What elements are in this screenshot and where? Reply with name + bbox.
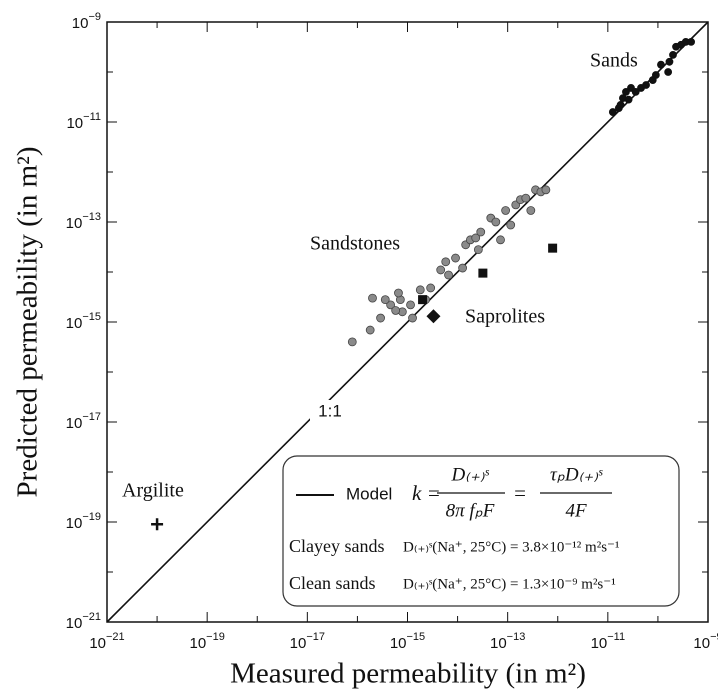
y-tick-label: 10−19	[66, 511, 101, 532]
series-annotation: Sands	[590, 50, 638, 72]
formula-equals: =	[514, 481, 526, 505]
point	[151, 518, 164, 531]
point	[386, 300, 396, 310]
x-axis-title: Measured permeability (in m²)	[230, 658, 586, 690]
point	[436, 265, 446, 275]
y-tick-label: 10−15	[66, 311, 101, 332]
formula-denominator: 8π fₚF	[446, 500, 495, 521]
formula-lhs: k =	[412, 481, 441, 505]
reference-label-bg	[310, 400, 352, 424]
point	[365, 325, 375, 335]
point	[408, 313, 417, 323]
y-tick-label: 10−17	[66, 411, 101, 432]
point	[642, 81, 650, 89]
series-annotation: Saprolites	[465, 306, 545, 328]
point	[391, 306, 401, 315]
point	[478, 268, 488, 278]
point	[473, 245, 483, 255]
point	[669, 50, 677, 59]
point	[380, 295, 390, 305]
point	[376, 313, 385, 323]
point	[548, 243, 558, 253]
x-tick-label: 10−17	[290, 631, 325, 652]
point	[651, 71, 660, 79]
point	[616, 100, 625, 109]
x-tick-label: 10−11	[591, 631, 626, 652]
x-tick-label: 10−21	[89, 631, 124, 652]
point	[622, 87, 630, 96]
x-tick-label: 10−19	[189, 631, 224, 652]
point	[496, 235, 505, 245]
legend-row-label: Clean sands	[289, 573, 375, 593]
point	[657, 60, 665, 69]
y-tick-label: 10−21	[66, 611, 101, 632]
reference-line	[106, 21, 709, 623]
legend-row-label: Clayey sands	[289, 536, 384, 556]
point	[687, 37, 696, 46]
point	[441, 257, 451, 267]
point	[664, 68, 673, 76]
point	[415, 285, 425, 295]
point	[418, 295, 428, 305]
point	[394, 288, 403, 298]
point	[624, 95, 633, 104]
y-tick-label: 10−11	[66, 111, 101, 132]
point	[541, 185, 551, 195]
legend-row-formula: D₍₊₎ˢ(Na⁺, 25°C) = 3.8×10⁻¹² m²s⁻¹	[403, 539, 619, 555]
point	[501, 206, 511, 215]
point	[521, 193, 531, 203]
y-tick-label: 10−13	[66, 211, 101, 232]
reference-label: 1:1	[318, 401, 342, 420]
point	[451, 253, 460, 263]
series-annotation: Argilite	[122, 480, 184, 502]
point	[458, 263, 468, 273]
x-tick-label: 10−15	[390, 631, 425, 652]
series-annotation: Sandstones	[310, 233, 400, 255]
point	[406, 300, 415, 310]
legend-model-label: Model	[346, 484, 392, 503]
point	[444, 270, 453, 280]
point	[368, 293, 377, 303]
point	[476, 227, 486, 237]
point	[347, 337, 357, 347]
formula-numerator: τₚD₍₊₎ˢ	[550, 464, 603, 485]
x-tick-label: 10−9	[693, 631, 718, 652]
point	[426, 309, 441, 324]
point	[426, 283, 436, 293]
x-tick-label: 10−13	[490, 631, 525, 652]
point	[665, 57, 674, 66]
formula-numerator: D₍₊₎ˢ	[450, 464, 489, 485]
point	[631, 87, 640, 96]
formula-denominator: 4F	[565, 500, 587, 521]
point	[471, 233, 481, 243]
legend-row-formula: D₍₊₎ˢ(Na⁺, 25°C) = 1.3×10⁻⁹ m²s⁻¹	[403, 576, 616, 592]
y-tick-label: 10−9	[72, 11, 101, 32]
point	[526, 206, 536, 215]
y-axis-title: Predicted permeability (in m²)	[12, 147, 44, 498]
point	[491, 217, 501, 227]
point	[506, 220, 516, 230]
point	[608, 108, 617, 116]
